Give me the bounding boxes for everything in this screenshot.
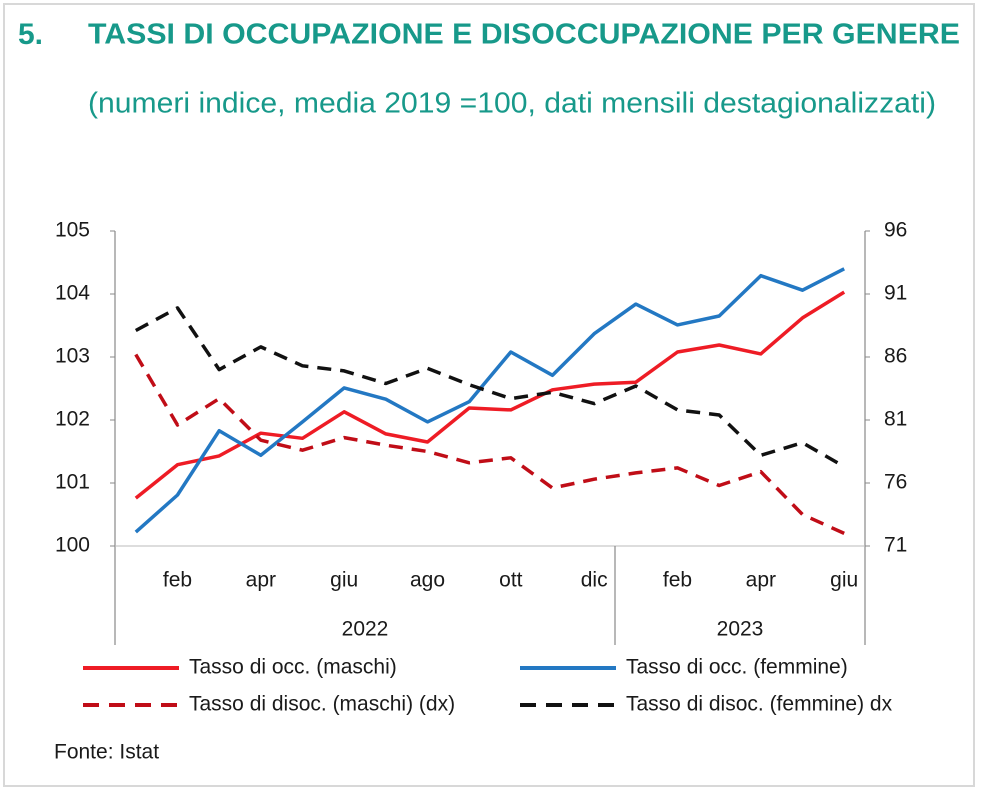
line-series xyxy=(134,267,845,534)
line-series xyxy=(134,353,845,535)
chart-title: TASSI DI OCCUPAZIONE E DISOCCUPAZIONE PE… xyxy=(88,19,960,51)
chart-subtitle: (numeri indice, media 2019 =100, dati me… xyxy=(88,88,936,120)
x-tick-label: feb xyxy=(663,569,692,592)
y-tick-label: 102 xyxy=(55,408,90,431)
legend-label: Tasso di disoc. (maschi) (dx) xyxy=(189,693,455,716)
x-group-label: 2023 xyxy=(717,618,764,641)
y2-tick-label: 96 xyxy=(884,219,907,242)
y2-tick-label: 86 xyxy=(884,345,907,368)
x-tick-label: ago xyxy=(410,569,445,592)
x-tick-label: apr xyxy=(246,569,276,592)
y2-tick-label: 81 xyxy=(884,408,907,431)
y2-tick-label: 76 xyxy=(884,471,907,494)
x-tick-label: dic xyxy=(581,569,608,592)
x-tick-label: feb xyxy=(163,569,192,592)
y-tick-label: 100 xyxy=(55,534,90,557)
y-tick-label: 104 xyxy=(55,282,90,305)
y2-tick-label: 71 xyxy=(884,534,907,557)
line-series xyxy=(134,306,846,469)
x-tick-label: giu xyxy=(330,569,358,592)
x-group-label: 2022 xyxy=(342,618,389,641)
y2-tick-label: 91 xyxy=(884,282,907,305)
y-tick-label: 103 xyxy=(55,345,90,368)
source: Fonte: Istat xyxy=(54,741,159,764)
legend-label: Tasso di occ. (femmine) xyxy=(626,656,848,679)
x-tick-label: giu xyxy=(830,569,858,592)
legend-label: Tasso di disoc. (femmine) dx xyxy=(626,693,893,716)
card xyxy=(3,3,975,787)
y-tick-label: 101 xyxy=(55,471,90,494)
line-series xyxy=(134,290,846,500)
chart-number: 5. xyxy=(18,18,43,51)
x-tick-label: apr xyxy=(746,569,776,592)
legend-label: Tasso di occ. (maschi) xyxy=(189,656,397,679)
y-tick-label: 105 xyxy=(55,219,90,242)
x-tick-label: ott xyxy=(499,569,523,592)
